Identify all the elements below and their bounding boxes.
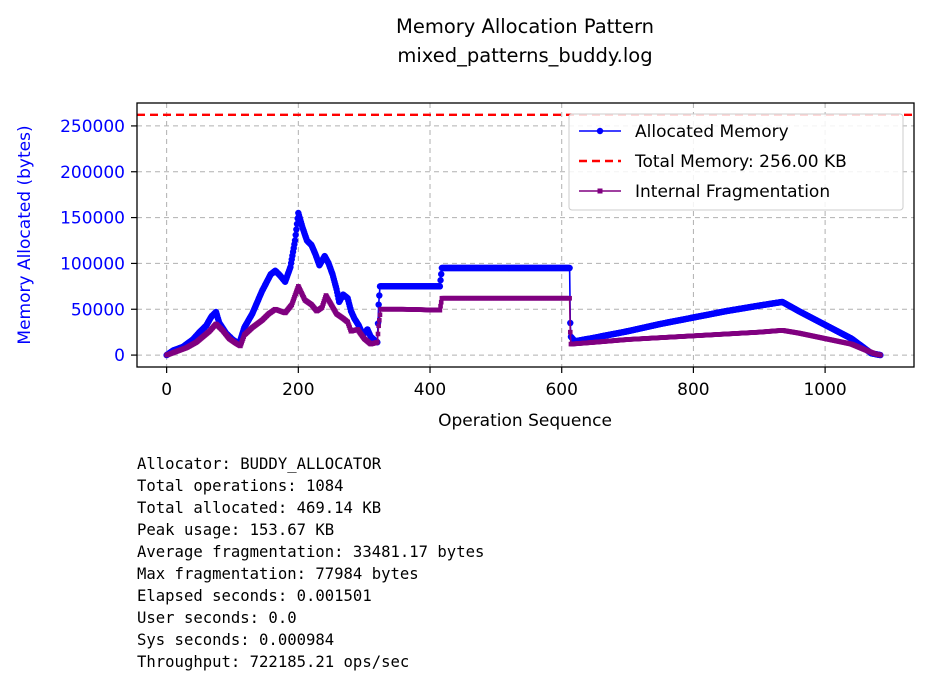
data-point	[438, 299, 444, 305]
x-axis-label: Operation Sequence	[438, 411, 612, 431]
stats-line: User seconds: 0.0	[137, 609, 297, 627]
x-tick-label: 600	[545, 380, 577, 400]
stats-line: Allocator: BUDDY_ALLOCATOR	[137, 455, 382, 473]
chart-title: Memory Allocation Pattern	[396, 15, 654, 38]
legend-marker-fragmentation	[597, 188, 603, 194]
stats-line: Sys seconds: 0.000984	[137, 631, 335, 649]
data-point	[375, 339, 380, 345]
legend-marker-allocated	[596, 127, 604, 135]
data-point	[377, 312, 383, 318]
data-point	[438, 270, 445, 278]
y-tick-label: 200000	[60, 163, 125, 183]
stats-line: Peak usage: 153.67 KB	[137, 521, 335, 539]
x-tick-label: 800	[677, 380, 709, 400]
y-axis-label: Memory Allocated (bytes)	[15, 125, 35, 344]
y-tick-label: 100000	[60, 254, 125, 274]
stats-line: Average fragmentation: 33481.17 bytes	[137, 543, 485, 561]
grid	[137, 103, 914, 367]
x-tick-label: 200	[282, 380, 314, 400]
legend-label-fragmentation: Internal Fragmentation	[635, 182, 830, 202]
chart-subtitle: mixed_patterns_buddy.log	[397, 44, 652, 67]
x-axis: 0 200 400 600 800 1000	[161, 367, 847, 400]
stats-line: Total allocated: 469.14 KB	[137, 499, 382, 517]
legend: Allocated Memory Total Memory: 256.00 KB…	[568, 113, 904, 211]
legend-box	[568, 113, 904, 211]
data-point	[292, 231, 299, 239]
data-point	[375, 331, 381, 337]
data-point	[438, 303, 443, 309]
data-point	[293, 226, 300, 233]
data-point	[376, 292, 383, 299]
data-point	[376, 323, 381, 329]
data-point	[291, 237, 299, 244]
chart: Memory Allocation Pattern mixed_patterns…	[15, 15, 915, 431]
series-layer	[163, 209, 884, 359]
data-point	[878, 352, 883, 358]
legend-label-allocated: Allocated Memory	[635, 122, 789, 142]
stats-line: Max fragmentation: 77984 bytes	[137, 565, 419, 583]
data-point	[566, 264, 573, 272]
data-point	[567, 295, 572, 301]
data-point	[375, 301, 382, 308]
data-point	[377, 317, 382, 323]
legend-label-total: Total Memory: 256.00 KB	[634, 152, 847, 172]
x-tick-label: 400	[414, 380, 446, 400]
y-tick-label: 0	[114, 346, 125, 366]
data-point	[567, 329, 573, 335]
stats-line: Elapsed seconds: 0.001501	[137, 587, 372, 605]
series-internal-fragmentation	[164, 284, 883, 358]
series-allocated-memory	[163, 209, 884, 359]
data-point	[437, 277, 444, 284]
data-point	[437, 307, 443, 313]
y-tick-label: 250000	[60, 117, 125, 137]
x-tick-label: 1000	[803, 380, 846, 400]
series-line	[166, 212, 881, 356]
y-tick-label: 150000	[60, 209, 125, 229]
y-tick-label: 50000	[71, 300, 125, 320]
stats-block: Allocator: BUDDY_ALLOCATOR Total operatio…	[137, 453, 484, 673]
y-axis: 0 50000 100000 150000 200000 250000	[60, 117, 137, 366]
plot-frame	[136, 102, 915, 368]
stats-line: Total operations: 1084	[137, 477, 344, 495]
x-tick-label: 0	[161, 380, 172, 400]
data-point	[436, 283, 444, 290]
stats-line: Throughput: 722185.21 ops/sec	[137, 653, 410, 671]
